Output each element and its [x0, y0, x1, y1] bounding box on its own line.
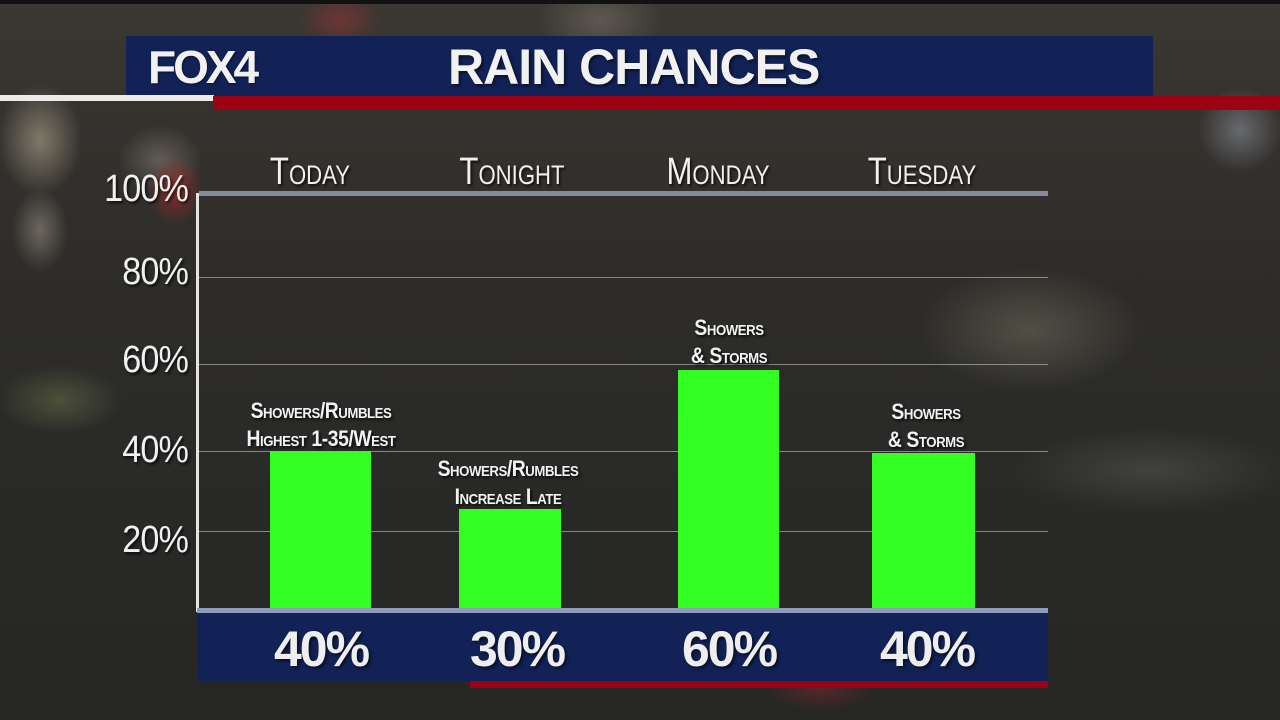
- y-axis-line: [196, 193, 199, 612]
- value-band-red-stripe: [470, 681, 1048, 688]
- annotation-tuesday-line1: Showers: [891, 399, 961, 424]
- header-red-stripe: [213, 96, 1280, 110]
- annotation-monday-line1: Showers: [694, 315, 764, 340]
- header-white-stripe: [0, 95, 214, 101]
- bar-tonight: [459, 509, 561, 610]
- annotation-tuesday-line2: & Storms: [887, 427, 965, 452]
- annotation-tonight-line1: Showers/Rumbles: [437, 456, 579, 481]
- annotation-tonight: Showers/Rumbles Increase Late: [394, 455, 623, 511]
- gridline-60: [199, 364, 1048, 365]
- value-monday: 60%: [681, 621, 778, 677]
- y-tick-60: 60%: [122, 339, 189, 381]
- annotation-monday-line2: & Storms: [690, 343, 768, 368]
- annotation-today-line2: Highest 1-35/West: [246, 426, 396, 451]
- y-tick-20: 20%: [122, 519, 189, 561]
- gridline-20: [199, 531, 1048, 532]
- top-border: [0, 0, 1280, 4]
- chart-baseline: [197, 608, 1048, 613]
- header-banner: [126, 36, 1153, 96]
- annotation-today: Showers/Rumbles Highest 1-35/West: [207, 397, 436, 453]
- y-tick-80: 80%: [122, 251, 189, 293]
- gridline-40: [199, 451, 1048, 452]
- annotation-tuesday: Showers & Storms: [812, 398, 1041, 454]
- annotation-tonight-line2: Increase Late: [454, 484, 562, 509]
- y-tick-40: 40%: [122, 429, 189, 471]
- fox4-logo: FOX4: [148, 41, 259, 93]
- column-header-today: Today: [269, 151, 351, 193]
- bar-tuesday: [872, 453, 975, 610]
- chart-top-line: [199, 191, 1048, 196]
- column-header-monday: Monday: [666, 151, 770, 193]
- annotation-monday: Showers & Storms: [615, 314, 844, 370]
- gridline-80: [199, 277, 1048, 278]
- bar-monday: [678, 370, 779, 610]
- y-tick-100: 100%: [104, 168, 189, 210]
- page-title: RAIN CHANCES: [448, 39, 820, 95]
- value-tonight: 30%: [469, 621, 566, 677]
- value-today: 40%: [273, 621, 370, 677]
- column-header-tonight: Tonight: [459, 151, 565, 193]
- bar-today: [270, 451, 371, 610]
- value-band: [197, 613, 1048, 681]
- annotation-today-line1: Showers/Rumbles: [250, 398, 392, 423]
- value-tuesday: 40%: [879, 621, 976, 677]
- column-header-tuesday: Tuesday: [867, 151, 977, 193]
